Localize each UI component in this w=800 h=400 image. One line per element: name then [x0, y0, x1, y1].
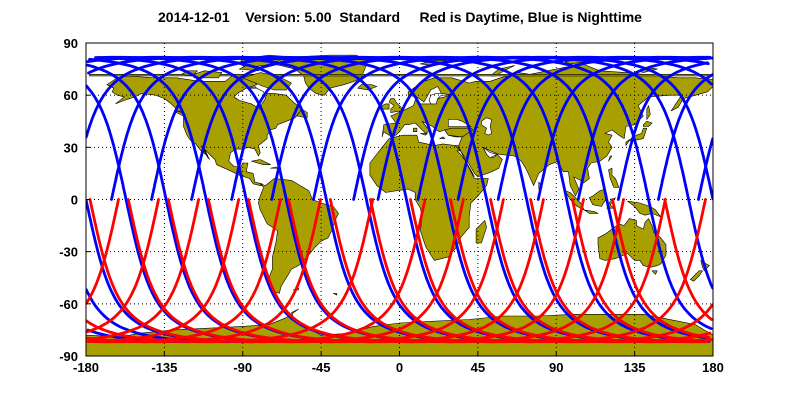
night-track: [86, 55, 496, 344]
night-track: [352, 55, 713, 290]
south-georgia: [333, 293, 338, 296]
tasmania: [651, 270, 658, 275]
night-track: [86, 63, 335, 344]
y-tick-label: 30: [64, 140, 78, 155]
y-tick-label: -30: [59, 245, 78, 260]
black-sea: [448, 119, 472, 127]
x-tick-label: 180: [702, 360, 724, 375]
madagascar: [475, 220, 487, 244]
night-track: [697, 137, 713, 201]
night-track: [270, 55, 710, 340]
x-tick-label: 135: [624, 360, 646, 375]
day-track: [86, 198, 160, 334]
sardinia: [413, 127, 418, 132]
night-track: [110, 55, 616, 344]
night-track: [96, 55, 456, 344]
day-track: [663, 198, 713, 321]
crete: [439, 136, 446, 139]
y-tick-label: 0: [71, 193, 78, 208]
x-tick-label: -45: [312, 360, 331, 375]
x-tick-label: 90: [549, 360, 563, 375]
x-tick-label: 45: [471, 360, 485, 375]
x-tick-label: 0: [396, 360, 403, 375]
day-track: [86, 198, 375, 344]
night-track: [150, 55, 656, 344]
y-tick-label: 60: [64, 88, 78, 103]
great-britain: [388, 98, 402, 113]
x-tick-label: -90: [233, 360, 252, 375]
persian-gulf: [482, 147, 498, 159]
x-tick-label: -180: [73, 360, 99, 375]
java: [583, 209, 599, 214]
day-track: [529, 198, 709, 344]
axis-ticks: -180 -135 -90 -45 0 45 90 135 180 90 60 30 0 -30 -60 -9…: [59, 36, 724, 375]
asia-minor-link: [444, 127, 473, 138]
night-track: [576, 56, 713, 201]
africa-arabia: [454, 145, 461, 152]
caspian-sea: [481, 117, 493, 136]
baltic-sea: [428, 93, 452, 105]
night-track: [190, 55, 696, 344]
day-track: [89, 198, 200, 341]
day-track: [571, 198, 709, 343]
night-track: [230, 55, 711, 343]
y-tick-label: -60: [59, 297, 78, 312]
y-tick-label: 90: [64, 36, 78, 51]
night-track: [94, 56, 416, 344]
day-track: [86, 198, 322, 344]
orbit-tracks: [86, 55, 713, 344]
sakhalin: [646, 105, 651, 120]
ireland: [381, 103, 390, 110]
eurasia: [381, 63, 714, 197]
new-zealand-south: [690, 270, 703, 282]
night-track: [536, 55, 712, 201]
day-track: [86, 198, 241, 343]
red-sea: [456, 150, 475, 178]
night-track: [456, 55, 710, 201]
day-track: [489, 198, 713, 344]
day-track: [449, 198, 712, 344]
x-tick-label: -135: [151, 360, 177, 375]
philippines: [608, 167, 620, 188]
figure-title: 2014-12-01 Version: 5.00 Standard Red is…: [158, 9, 642, 25]
sicily: [420, 133, 428, 136]
night-track: [86, 55, 576, 344]
night-track: [86, 199, 255, 344]
night-track: [312, 55, 713, 330]
taiwan: [608, 155, 613, 162]
night-track: [496, 55, 708, 201]
cuba: [251, 159, 271, 165]
night-track: [616, 61, 709, 201]
hokkaido: [643, 121, 653, 127]
day-track: [611, 198, 711, 339]
day-track: [86, 198, 120, 305]
y-tick-label: -90: [59, 349, 78, 364]
day-track: [86, 198, 282, 344]
